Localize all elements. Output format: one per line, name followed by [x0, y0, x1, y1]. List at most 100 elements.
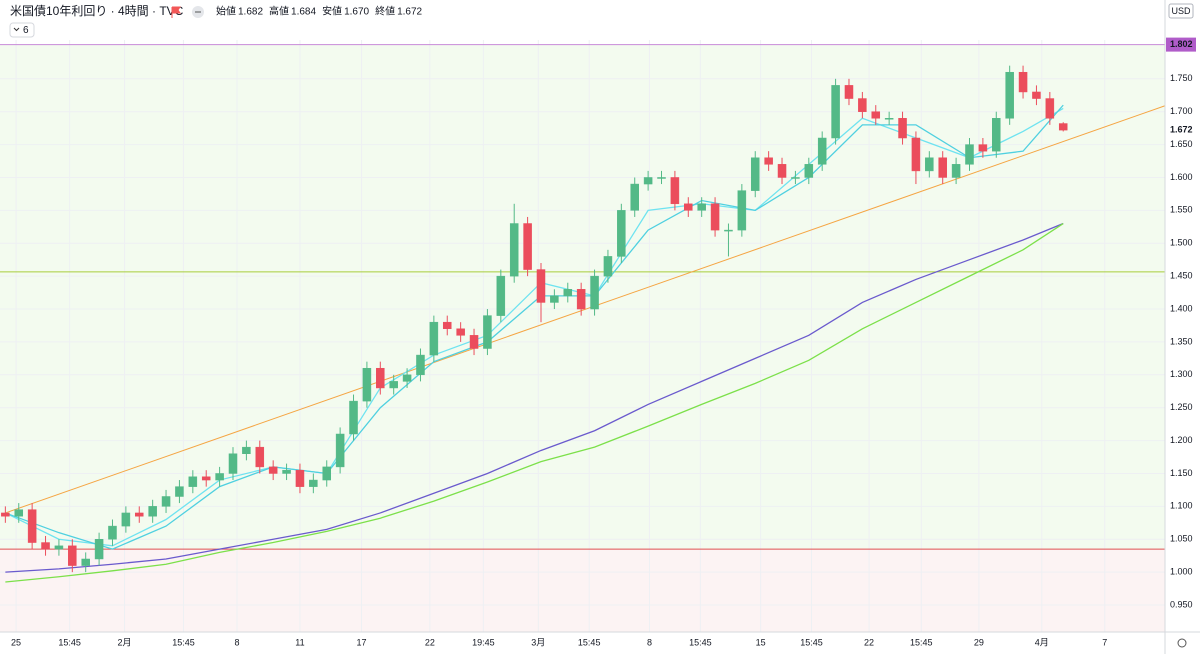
ohlc-label: 高値 [269, 5, 289, 18]
candle-body [416, 354, 425, 376]
candle-body [496, 275, 506, 316]
flag-icon [171, 6, 181, 18]
ohlc-label: 終値 [375, 5, 395, 18]
x-tick-label: 29 [974, 637, 984, 647]
candle-body [550, 295, 559, 303]
candle-body [898, 118, 907, 139]
candle-body [844, 85, 854, 99]
candle-body [41, 542, 50, 550]
candle-body [925, 157, 934, 172]
x-tick-label: 15:45 [800, 637, 823, 647]
chevron-icon [13, 27, 20, 32]
candle-body [68, 545, 77, 566]
ohlc-value: 1.672 [397, 7, 422, 18]
candle-body [1032, 91, 1041, 99]
candle-body [951, 164, 961, 178]
candle-body [992, 118, 1001, 152]
x-tick-label: 2月 [118, 637, 132, 647]
candle-body [429, 321, 439, 356]
price-marker-label: 1.672 [1170, 124, 1193, 134]
candle-body [322, 466, 332, 481]
x-tick-label: 15:45 [578, 637, 601, 647]
candle-body [362, 367, 372, 402]
candle-body [389, 381, 398, 389]
candle-body [469, 335, 479, 349]
indicator-count: 6 [23, 25, 29, 36]
y-tick-label: 1.450 [1170, 271, 1193, 281]
candle-body [978, 144, 988, 152]
candle-body [858, 98, 867, 112]
trend-line [5, 105, 1166, 514]
x-tick-label: 7 [1102, 637, 1107, 647]
x-tick-label: 15:45 [172, 637, 195, 647]
candle-body [630, 183, 639, 211]
candle-body [965, 144, 974, 165]
candle-body [590, 275, 599, 310]
candle-body [697, 203, 706, 211]
x-tick-label: 15 [756, 637, 766, 647]
symbol-title: 米国債10年利回り · 4時間 · TVC [10, 3, 184, 18]
plot-area [0, 40, 1166, 632]
candle-body [764, 157, 773, 165]
candle-body [911, 137, 921, 172]
x-tick-label: 4月 [1035, 637, 1049, 647]
y-tick-label: 1.200 [1170, 435, 1193, 445]
candle-body [523, 223, 532, 270]
candle-body [161, 496, 171, 507]
ohlc-value: 1.682 [238, 7, 263, 18]
x-tick-label: 15:45 [910, 637, 933, 647]
candle-body [94, 539, 104, 560]
x-tick-label: 22 [864, 637, 874, 647]
x-tick-label: 11 [295, 637, 304, 647]
candle-body [215, 473, 224, 481]
x-tick-label: 19:45 [472, 637, 495, 647]
settings-icon[interactable] [1177, 638, 1187, 648]
y-tick-label: 1.300 [1170, 369, 1193, 379]
candle-body [483, 315, 492, 349]
candle-body [282, 469, 291, 474]
candle-body [1005, 71, 1014, 119]
candle-body [27, 509, 37, 543]
y-tick-label: 1.000 [1170, 567, 1193, 577]
candle-body [54, 545, 64, 550]
y-tick-label: 1.750 [1170, 73, 1193, 83]
candle-body [121, 512, 131, 527]
candle-body [1045, 98, 1055, 119]
candle-body [670, 177, 680, 205]
candle-body [684, 203, 693, 211]
candle-body [643, 177, 653, 185]
candle-body [349, 400, 358, 435]
currency-box[interactable] [1168, 3, 1194, 19]
candle-body [456, 328, 465, 336]
candle-body [724, 229, 733, 232]
candle-body [295, 469, 305, 487]
candle-body [710, 203, 720, 231]
x-tick-label: 25 [11, 637, 21, 647]
y-tick-label: 1.350 [1170, 336, 1193, 346]
x-tick-label: 15:45 [689, 637, 712, 647]
ohlc-value: 1.670 [344, 7, 369, 18]
candle-body [831, 85, 840, 139]
candle-body [81, 558, 90, 566]
candle-body [791, 177, 800, 179]
candle-body [603, 256, 613, 277]
price-marker-box [1166, 37, 1196, 52]
candle-body [871, 111, 881, 119]
candle-body [309, 479, 318, 487]
candle-body [402, 374, 412, 382]
moving-average [5, 222, 1064, 573]
candle-body [536, 269, 546, 303]
candle-body [148, 506, 157, 517]
candle-body [134, 512, 144, 517]
moving-average [5, 222, 1064, 583]
candle-body [14, 509, 24, 517]
candle-body [884, 118, 894, 120]
indicator-toggle[interactable] [9, 22, 35, 38]
candle-body [442, 321, 452, 330]
y-tick-label: 1.650 [1170, 139, 1193, 149]
ohlc-label: 安値 [322, 5, 342, 18]
candle-body [376, 367, 385, 389]
candle-body [563, 289, 573, 297]
candle-body [777, 164, 787, 178]
